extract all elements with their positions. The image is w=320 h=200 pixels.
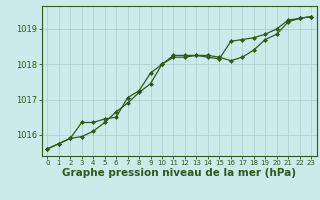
X-axis label: Graphe pression niveau de la mer (hPa): Graphe pression niveau de la mer (hPa) <box>62 168 296 178</box>
